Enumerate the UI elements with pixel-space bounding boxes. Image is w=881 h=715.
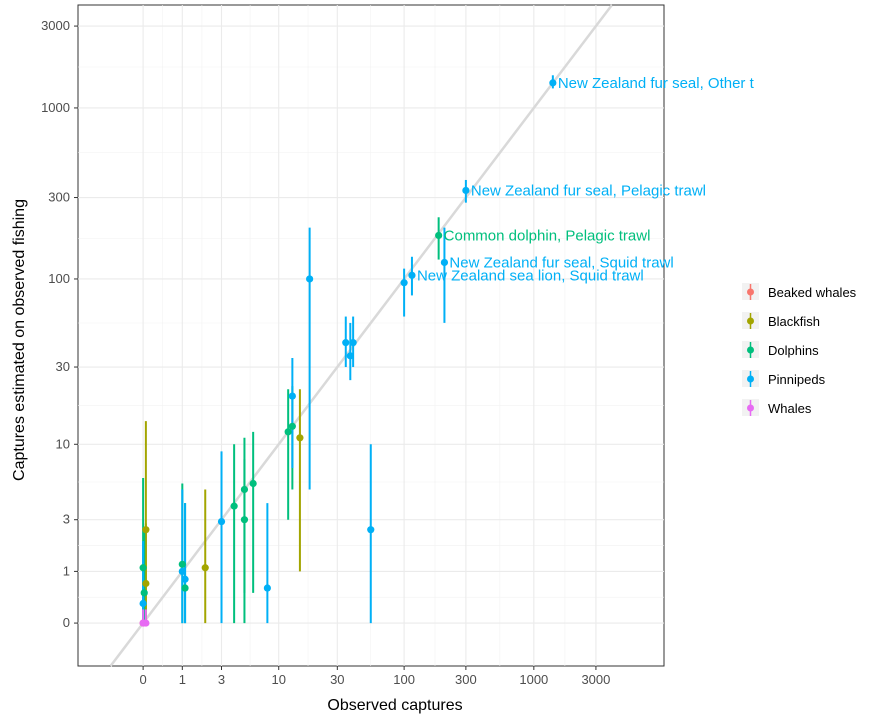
point-annotation: New Zealand fur seal, Other t [558, 75, 755, 92]
y-tick-label: 100 [48, 271, 70, 286]
data-point [139, 564, 147, 572]
data-point [240, 485, 249, 494]
data-point [462, 186, 470, 195]
x-tick-label: 10 [271, 672, 285, 687]
data-point [342, 339, 350, 347]
x-tick-label: 300 [455, 672, 477, 687]
legend: Beaked whales Blackfish Dolphins Pinnipeds W… [742, 283, 857, 416]
x-tick-label: 30 [330, 672, 344, 687]
data-point [139, 599, 147, 608]
legend-item: Pinnipeds [742, 370, 826, 387]
point-annotation: New Zealand sea lion, Squid trawl [417, 267, 644, 284]
x-axis-ticks: 0 1 3 10 30 100 300 1000 3000 [139, 666, 610, 687]
legend-item: Whales [742, 399, 812, 416]
y-tick-label: 1 [63, 563, 70, 578]
legend-label: Beaked whales [768, 285, 857, 300]
data-point [288, 392, 296, 400]
data-point [284, 428, 292, 436]
data-point [178, 560, 186, 568]
data-point [346, 352, 354, 360]
data-point [140, 589, 148, 597]
x-tick-label: 100 [393, 672, 415, 687]
x-tick-label: 3000 [581, 672, 610, 687]
x-tick-label: 1 [179, 672, 186, 687]
data-points [139, 79, 557, 627]
data-point [217, 517, 226, 526]
data-point [349, 339, 357, 347]
y-tick-label: 30 [56, 359, 70, 374]
legend-key-point [747, 317, 754, 325]
legend-key-point [747, 288, 754, 296]
legend-key-point [747, 375, 754, 383]
legend-label: Dolphins [768, 343, 819, 358]
data-point [201, 564, 209, 572]
point-annotation: New Zealand fur seal, Squid trawl [449, 254, 673, 271]
data-point [400, 279, 408, 287]
y-tick-label: 1000 [41, 100, 70, 115]
major-grid [78, 5, 664, 666]
data-point [142, 526, 150, 534]
legend-item: Blackfish [742, 312, 820, 329]
data-point [367, 526, 375, 534]
data-point [142, 619, 150, 627]
data-point [440, 258, 449, 267]
identity-reference-line [109, 4, 613, 667]
data-point [435, 231, 443, 240]
data-point [181, 575, 189, 583]
data-point [249, 479, 257, 488]
y-tick-label: 3 [63, 512, 70, 527]
data-point [549, 79, 557, 87]
x-tick-label: 0 [139, 672, 146, 687]
data-point [306, 275, 314, 283]
y-tick-label: 10 [56, 436, 70, 451]
x-tick-label: 3 [218, 672, 225, 687]
data-point [178, 567, 186, 575]
identity-line [109, 4, 613, 667]
legend-item: Dolphins [742, 341, 819, 358]
legend-key-point [747, 346, 754, 354]
data-point [296, 434, 304, 442]
legend-item: Beaked whales [742, 283, 857, 300]
data-point [240, 516, 249, 524]
legend-label: Blackfish [768, 314, 820, 329]
data-point [408, 271, 416, 279]
y-tick-label: 300 [48, 190, 70, 205]
data-point [142, 579, 150, 588]
error-bars [142, 75, 554, 624]
y-axis-title: Captures estimated on observed fishing [11, 199, 28, 481]
point-annotation: Common dolphin, Pelagic trawl [444, 227, 651, 244]
data-point [181, 584, 189, 592]
y-tick-label: 0 [63, 615, 70, 630]
x-axis-title: Observed captures [327, 697, 462, 714]
legend-key-point [747, 404, 754, 412]
x-tick-label: 1000 [519, 672, 548, 687]
y-axis-ticks: 0 1 3 10 30 100 300 1000 3000 [41, 18, 78, 630]
legend-label: Pinnipeds [768, 372, 826, 387]
y-tick-label: 3000 [41, 18, 70, 33]
data-point [263, 584, 271, 592]
data-point [230, 502, 238, 510]
point-annotations: New Zealand fur seal, Other t New Zealand… [417, 75, 755, 284]
legend-label: Whales [768, 401, 812, 416]
point-annotation: New Zealand fur seal, Pelagic trawl [471, 182, 706, 199]
data-point [288, 422, 296, 430]
